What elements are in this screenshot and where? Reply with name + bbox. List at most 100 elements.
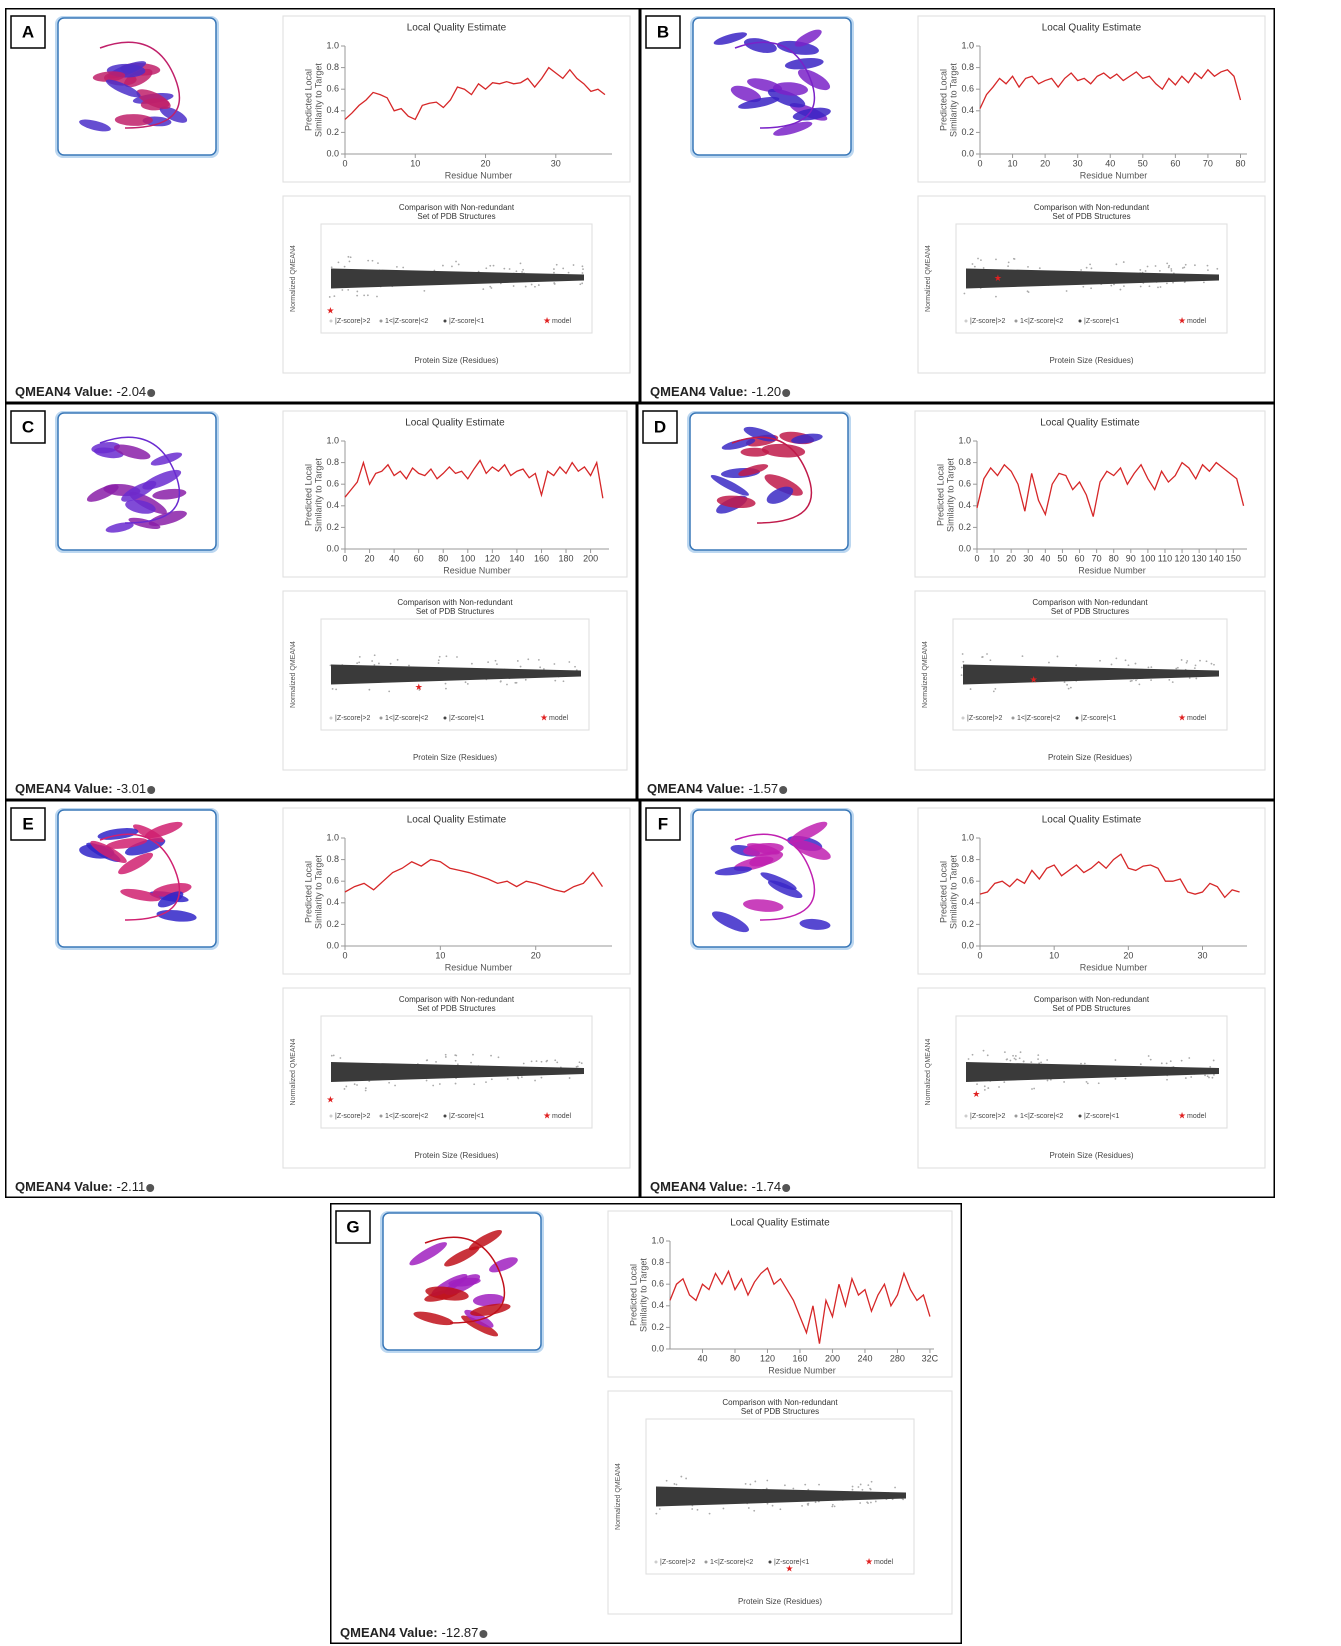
reference-point bbox=[977, 258, 979, 260]
reference-point bbox=[962, 661, 964, 663]
help-icon[interactable] bbox=[146, 1184, 154, 1192]
reference-point bbox=[980, 259, 982, 261]
y-tick-label: 0.0 bbox=[961, 940, 974, 950]
legend-star: ★ bbox=[540, 712, 548, 722]
y-tick-label: 0.6 bbox=[326, 84, 339, 94]
reference-point bbox=[457, 1063, 459, 1065]
comparison-title: Comparison with Non-redundant bbox=[399, 995, 515, 1004]
reference-point bbox=[1145, 270, 1147, 272]
reference-point bbox=[1147, 266, 1149, 268]
y-axis-label: Similarity to Target bbox=[313, 855, 323, 929]
qmean-text: QMEAN4 Value:-1.57 bbox=[647, 781, 778, 796]
comparison-y-label: Normalized QMEAN4 bbox=[925, 245, 932, 312]
reference-point bbox=[1207, 265, 1209, 267]
reference-point bbox=[344, 1088, 346, 1090]
help-icon[interactable] bbox=[147, 786, 155, 794]
reference-point bbox=[982, 656, 984, 658]
legend-label: 1<|Z-score|<2 bbox=[710, 1559, 753, 1566]
y-tick-label: 1.0 bbox=[958, 435, 971, 445]
reference-point bbox=[438, 662, 440, 664]
x-axis-label: Residue Number bbox=[445, 170, 513, 180]
y-tick-label: 0.4 bbox=[326, 105, 339, 115]
qmean-value: -2.11 bbox=[117, 1179, 146, 1194]
reference-point bbox=[818, 1484, 820, 1486]
help-icon[interactable] bbox=[479, 1630, 487, 1638]
reference-point bbox=[523, 1063, 525, 1065]
reference-point bbox=[1161, 1062, 1163, 1064]
reference-point bbox=[1128, 664, 1130, 666]
reference-point bbox=[458, 264, 460, 266]
x-tick-label: 130 bbox=[1192, 553, 1207, 563]
legend-dot bbox=[1079, 320, 1082, 323]
y-tick-label: 1.0 bbox=[326, 40, 339, 50]
x-tick-label: 0 bbox=[342, 158, 347, 168]
legend-label: |Z-score|<1 bbox=[449, 715, 484, 722]
legend-label: |Z-score|>2 bbox=[335, 318, 370, 325]
qmean-label: QMEAN4 Value: bbox=[15, 384, 113, 399]
help-icon[interactable] bbox=[779, 786, 787, 794]
reference-point bbox=[1066, 684, 1068, 686]
reference-point bbox=[339, 1057, 341, 1059]
panel: ALocal Quality Estimate0.00.20.40.60.81.… bbox=[6, 9, 640, 403]
x-axis-label: Residue Number bbox=[1080, 962, 1148, 972]
legend-dot bbox=[444, 320, 447, 323]
panel: CLocal Quality Estimate0.00.20.40.60.81.… bbox=[6, 404, 637, 800]
reference-point bbox=[359, 656, 361, 658]
reference-point bbox=[556, 264, 558, 266]
reference-point bbox=[983, 267, 985, 269]
help-icon[interactable] bbox=[782, 389, 790, 397]
x-tick-label: 32C bbox=[922, 1353, 939, 1363]
legend-star: ★ bbox=[1178, 1110, 1186, 1120]
help-icon[interactable] bbox=[147, 389, 155, 397]
qmean-label: QMEAN4 Value: bbox=[15, 781, 113, 796]
x-tick-label: 50 bbox=[1138, 158, 1148, 168]
reference-point bbox=[349, 261, 351, 263]
reference-point bbox=[374, 664, 376, 666]
y-tick-label: 1.0 bbox=[326, 435, 339, 445]
help-icon[interactable] bbox=[782, 1184, 790, 1192]
legend-label: model bbox=[552, 1113, 572, 1120]
reference-point bbox=[1123, 285, 1125, 287]
reference-point bbox=[350, 256, 352, 258]
y-axis-label: Similarity to Target bbox=[313, 63, 323, 137]
reference-point bbox=[455, 1055, 457, 1057]
protein-image bbox=[380, 1211, 544, 1353]
legend-label: |Z-score|>2 bbox=[967, 715, 1002, 722]
reference-point bbox=[487, 661, 489, 663]
protein-frame bbox=[58, 413, 216, 550]
legend-label: model bbox=[1187, 318, 1207, 325]
y-tick-label: 0.6 bbox=[961, 84, 974, 94]
reference-point bbox=[553, 268, 555, 270]
reference-point bbox=[1028, 291, 1030, 293]
chart-title: Local Quality Estimate bbox=[1042, 815, 1142, 826]
reference-point bbox=[556, 1061, 558, 1063]
legend-dot bbox=[1076, 717, 1079, 720]
y-tick-label: 0.2 bbox=[958, 522, 971, 532]
y-tick-label: 0.4 bbox=[961, 897, 974, 907]
y-tick-label: 0.4 bbox=[651, 1300, 664, 1310]
reference-point bbox=[1138, 684, 1140, 686]
x-tick-label: 120 bbox=[1175, 553, 1190, 563]
reference-point bbox=[525, 286, 527, 288]
reference-point bbox=[374, 654, 376, 656]
reference-point bbox=[495, 660, 497, 662]
reference-point bbox=[994, 688, 996, 690]
x-tick-label: 30 bbox=[551, 158, 561, 168]
reference-point bbox=[451, 266, 453, 268]
reference-point bbox=[1031, 1088, 1033, 1090]
qmean-label: QMEAN4 Value: bbox=[340, 1625, 438, 1640]
x-tick-label: 30 bbox=[1073, 158, 1083, 168]
reference-point bbox=[1172, 282, 1174, 284]
legend-dot bbox=[1015, 1115, 1018, 1118]
reference-point bbox=[779, 1508, 781, 1510]
reference-point bbox=[442, 265, 444, 267]
y-tick-label: 0.8 bbox=[326, 854, 339, 864]
reference-point bbox=[509, 268, 511, 270]
reference-point bbox=[569, 1077, 571, 1079]
reference-point bbox=[520, 666, 522, 668]
legend-dot bbox=[444, 717, 447, 720]
x-tick-label: 80 bbox=[438, 553, 448, 563]
reference-point bbox=[1186, 662, 1188, 664]
comparison-x-label: Protein Size (Residues) bbox=[1049, 356, 1133, 365]
comparison-x-label: Protein Size (Residues) bbox=[1049, 1151, 1133, 1160]
